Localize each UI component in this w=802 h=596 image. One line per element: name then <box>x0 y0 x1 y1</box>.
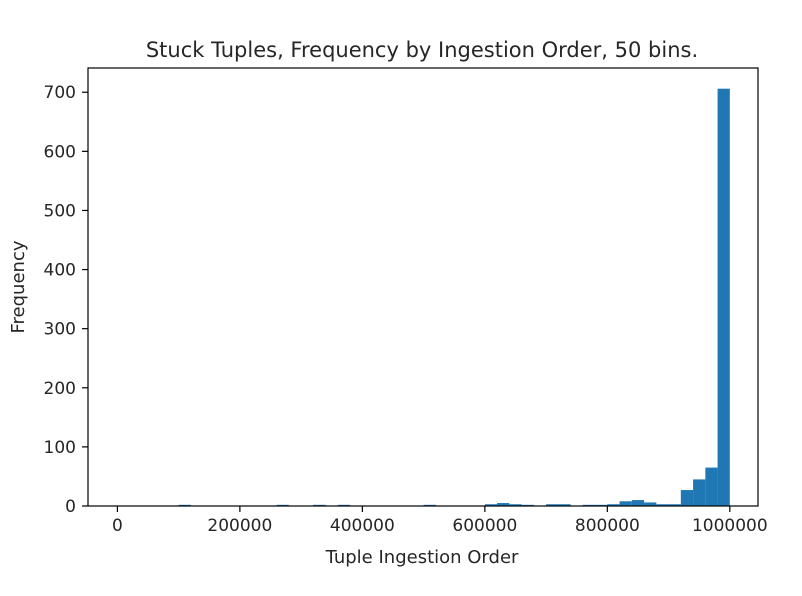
x-tick-label: 600000 <box>452 516 517 536</box>
x-tick-label: 400000 <box>330 516 395 536</box>
histogram-bar <box>656 504 669 506</box>
histogram-bar <box>546 504 559 506</box>
y-tick-label: 700 <box>44 83 76 103</box>
histogram-bar <box>680 490 694 506</box>
x-tick-label: 1000000 <box>692 516 768 536</box>
y-tick-label: 400 <box>44 261 76 281</box>
histogram-bar <box>619 501 632 506</box>
histogram-bar <box>668 504 681 506</box>
x-tick-label: 800000 <box>575 516 640 536</box>
y-tick-label: 0 <box>65 497 76 517</box>
y-tick-label: 600 <box>44 142 76 162</box>
x-tick-label: 200000 <box>207 516 272 536</box>
histogram-bar <box>644 502 657 506</box>
histogram-bar <box>607 504 620 506</box>
bars-group <box>178 88 730 506</box>
histogram-bar <box>705 467 718 506</box>
y-axis-label: Frequency <box>8 240 29 333</box>
chart-title: Stuck Tuples, Frequency by Ingestion Ord… <box>146 38 698 62</box>
histogram-bar <box>558 504 571 506</box>
histogram-bar <box>484 504 498 506</box>
x-axis-label: Tuple Ingestion Order <box>325 547 519 568</box>
histogram-bar <box>717 88 730 506</box>
histogram-bar <box>497 503 510 506</box>
y-axis: 0 100 200 300 400 500 600 700 <box>44 83 88 517</box>
histogram-bar <box>631 500 645 506</box>
x-axis: 0 200000 400000 600000 800000 1000000 <box>112 506 768 536</box>
histogram-bar <box>693 479 706 506</box>
y-tick-label: 300 <box>44 320 76 340</box>
plot-frame <box>87 67 759 507</box>
y-tick-label: 200 <box>44 379 76 399</box>
y-tick-label: 100 <box>44 438 76 458</box>
y-tick-label: 500 <box>44 201 76 221</box>
histogram-bar <box>509 504 522 506</box>
x-tick-label: 0 <box>112 516 123 536</box>
